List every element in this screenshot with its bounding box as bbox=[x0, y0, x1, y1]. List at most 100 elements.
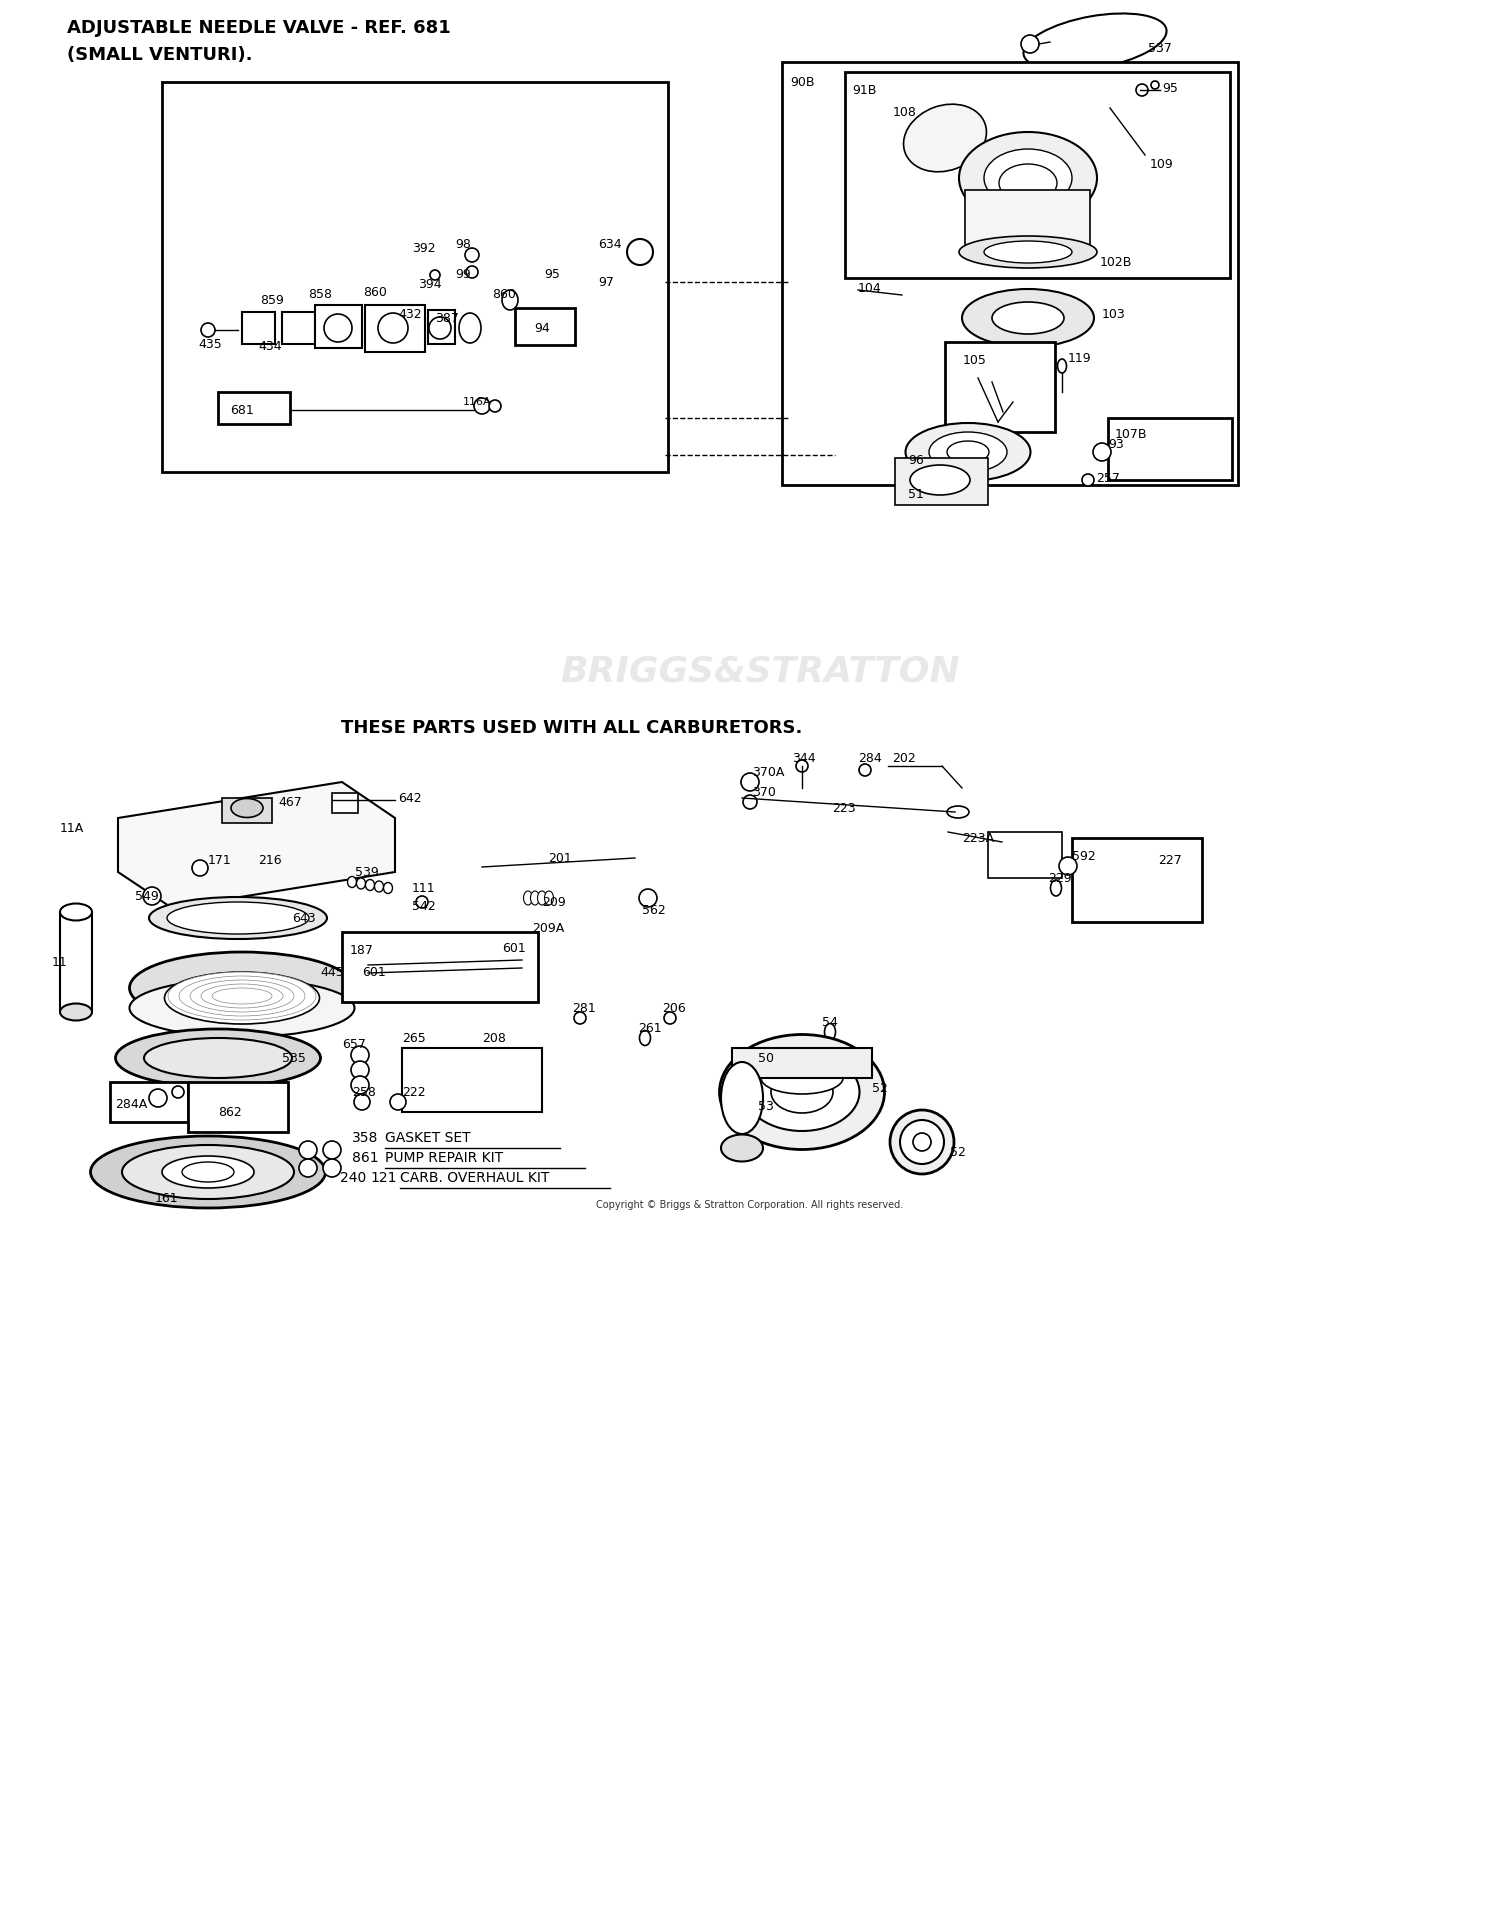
Ellipse shape bbox=[722, 1134, 764, 1161]
Text: 107B: 107B bbox=[1114, 429, 1148, 442]
Circle shape bbox=[298, 1159, 316, 1176]
Ellipse shape bbox=[384, 882, 393, 893]
Text: 358: 358 bbox=[352, 1131, 378, 1146]
Circle shape bbox=[574, 1012, 586, 1023]
Circle shape bbox=[466, 266, 478, 277]
Text: 94: 94 bbox=[534, 321, 549, 335]
Ellipse shape bbox=[946, 805, 969, 819]
Text: 862: 862 bbox=[217, 1106, 242, 1119]
Ellipse shape bbox=[503, 291, 518, 310]
Circle shape bbox=[1150, 80, 1160, 90]
Polygon shape bbox=[945, 342, 1054, 432]
Ellipse shape bbox=[116, 1029, 321, 1087]
Circle shape bbox=[664, 1012, 676, 1023]
Text: 258: 258 bbox=[352, 1085, 376, 1098]
Circle shape bbox=[1082, 474, 1094, 486]
Text: 206: 206 bbox=[662, 1002, 686, 1014]
Ellipse shape bbox=[1058, 360, 1066, 373]
Ellipse shape bbox=[910, 465, 970, 495]
Circle shape bbox=[430, 270, 439, 279]
Polygon shape bbox=[402, 1048, 542, 1111]
Ellipse shape bbox=[129, 953, 354, 1023]
Text: 601: 601 bbox=[503, 941, 525, 955]
Text: 208: 208 bbox=[482, 1031, 506, 1044]
Text: 50: 50 bbox=[758, 1052, 774, 1064]
Ellipse shape bbox=[459, 314, 482, 342]
Ellipse shape bbox=[999, 165, 1058, 203]
Circle shape bbox=[639, 890, 657, 907]
Text: 223: 223 bbox=[833, 802, 855, 815]
Ellipse shape bbox=[348, 876, 357, 888]
Text: 257: 257 bbox=[1096, 471, 1120, 484]
Text: 261: 261 bbox=[638, 1022, 662, 1035]
Ellipse shape bbox=[378, 314, 408, 342]
Text: 111: 111 bbox=[413, 882, 435, 895]
Text: 227: 227 bbox=[1158, 853, 1182, 867]
Polygon shape bbox=[427, 310, 454, 344]
Circle shape bbox=[741, 773, 759, 790]
Circle shape bbox=[192, 861, 208, 876]
Text: 201: 201 bbox=[548, 851, 572, 865]
Text: 103: 103 bbox=[1102, 308, 1125, 321]
Ellipse shape bbox=[1023, 13, 1167, 71]
Ellipse shape bbox=[178, 976, 304, 1016]
Polygon shape bbox=[110, 1083, 188, 1123]
Text: 116A: 116A bbox=[464, 398, 492, 407]
Circle shape bbox=[474, 398, 490, 413]
Ellipse shape bbox=[825, 1023, 836, 1041]
Ellipse shape bbox=[90, 1136, 326, 1207]
Ellipse shape bbox=[182, 1161, 234, 1182]
Circle shape bbox=[900, 1119, 944, 1163]
Text: 394: 394 bbox=[419, 279, 441, 291]
Text: 209: 209 bbox=[542, 895, 566, 909]
Text: 434: 434 bbox=[258, 339, 282, 352]
Circle shape bbox=[390, 1094, 406, 1110]
Ellipse shape bbox=[744, 1052, 860, 1131]
Text: 108: 108 bbox=[892, 105, 916, 119]
Text: 11A: 11A bbox=[60, 821, 84, 834]
Text: 537: 537 bbox=[1148, 42, 1172, 54]
Ellipse shape bbox=[984, 241, 1072, 262]
Text: 281: 281 bbox=[572, 1002, 596, 1014]
Ellipse shape bbox=[168, 972, 316, 1020]
Text: 98: 98 bbox=[454, 237, 471, 251]
Polygon shape bbox=[988, 832, 1062, 878]
Ellipse shape bbox=[720, 1035, 885, 1150]
Polygon shape bbox=[342, 932, 538, 1002]
Text: ADJUSTABLE NEEDLE VALVE - REF. 681: ADJUSTABLE NEEDLE VALVE - REF. 681 bbox=[68, 19, 450, 36]
Text: (SMALL VENTURI).: (SMALL VENTURI). bbox=[68, 46, 252, 63]
Polygon shape bbox=[844, 73, 1230, 277]
Text: 549: 549 bbox=[135, 890, 159, 903]
Circle shape bbox=[742, 796, 758, 809]
Circle shape bbox=[351, 1062, 369, 1079]
Circle shape bbox=[890, 1110, 954, 1175]
Ellipse shape bbox=[771, 1071, 832, 1113]
Circle shape bbox=[1136, 84, 1148, 96]
Ellipse shape bbox=[190, 979, 294, 1012]
Text: 105: 105 bbox=[963, 354, 987, 367]
Text: 223A: 223A bbox=[962, 832, 994, 844]
Ellipse shape bbox=[906, 423, 1030, 480]
Text: 860: 860 bbox=[492, 289, 516, 302]
Ellipse shape bbox=[722, 1062, 764, 1134]
Ellipse shape bbox=[60, 903, 92, 920]
Text: 284A: 284A bbox=[116, 1098, 147, 1111]
Polygon shape bbox=[282, 312, 315, 344]
Ellipse shape bbox=[129, 979, 354, 1037]
Text: 643: 643 bbox=[292, 911, 315, 924]
Text: 634: 634 bbox=[598, 239, 621, 251]
Text: BRIGGS&STRATTON: BRIGGS&STRATTON bbox=[560, 654, 960, 689]
Text: 161: 161 bbox=[154, 1192, 178, 1205]
Circle shape bbox=[298, 1140, 316, 1159]
Polygon shape bbox=[315, 304, 362, 348]
Text: 52: 52 bbox=[871, 1081, 888, 1094]
Ellipse shape bbox=[166, 903, 309, 934]
Text: 95: 95 bbox=[1162, 82, 1178, 94]
Text: 860: 860 bbox=[363, 285, 387, 298]
Ellipse shape bbox=[375, 882, 384, 891]
Circle shape bbox=[796, 759, 808, 773]
Text: 265: 265 bbox=[402, 1031, 426, 1044]
Polygon shape bbox=[514, 308, 574, 344]
Text: 109: 109 bbox=[1150, 159, 1173, 172]
Ellipse shape bbox=[1050, 880, 1062, 895]
